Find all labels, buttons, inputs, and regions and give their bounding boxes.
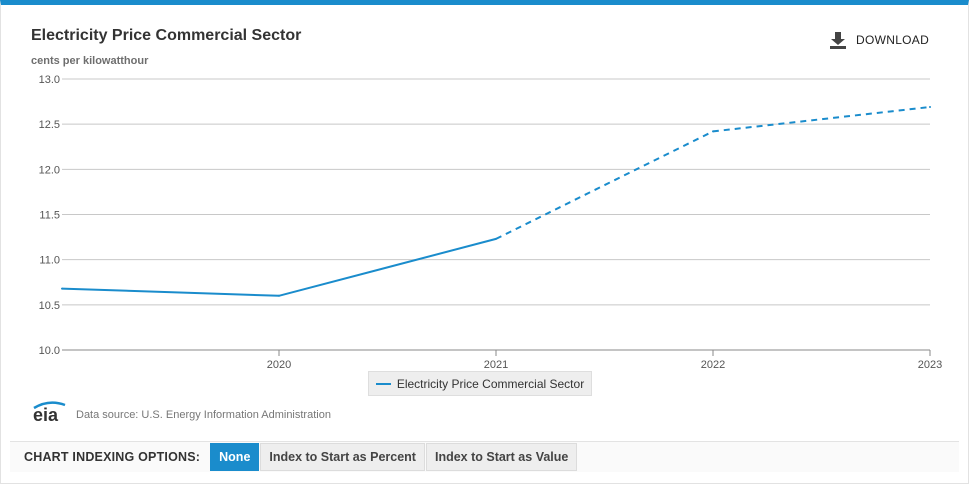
y-tick-label: 11.0	[39, 255, 60, 267]
indexing-label: CHART INDEXING OPTIONS:	[24, 450, 201, 464]
x-tick-label: 2021	[484, 359, 508, 371]
data-point[interactable]	[929, 106, 931, 109]
gridlines	[62, 78, 930, 351]
chart-title: Electricity Price Commercial Sector	[31, 27, 302, 44]
series-lines	[61, 106, 931, 297]
legend-item[interactable]: Electricity Price Commercial Sector	[368, 371, 592, 396]
indexing-options-bar: CHART INDEXING OPTIONS: None Index to St…	[10, 441, 959, 472]
legend-swatch	[375, 382, 391, 385]
x-tick-label: 2020	[267, 359, 291, 371]
index-none-button[interactable]: None	[210, 443, 260, 471]
y-tick-label: 10.0	[39, 345, 60, 357]
eia-logo-text: eia	[33, 405, 59, 425]
download-label: DOWNLOAD	[856, 33, 930, 47]
y-tick-label: 11.5	[39, 210, 60, 222]
y-tick-label: 12.0	[39, 164, 60, 176]
data-source: Data source: U.S. Energy Information Adm…	[76, 409, 331, 421]
data-point[interactable]	[61, 287, 63, 290]
download-icon	[830, 32, 846, 49]
download-button[interactable]: DOWNLOAD	[829, 30, 929, 50]
index-value-button[interactable]: Index to Start as Value	[425, 443, 578, 471]
y-tick-label: 12.5	[39, 119, 60, 131]
y-tick-label: 10.5	[39, 300, 60, 312]
axis-ticks: 10.0 10.5 11.0 11.5 12.0 12.5 13.0 2020 2021 2022…	[39, 74, 943, 371]
chart-units: cents per kilowatthour	[31, 55, 149, 67]
x-tick-label: 2023	[918, 359, 942, 371]
data-point[interactable]	[278, 294, 280, 297]
line-chart: 10.0 10.5 11.0 11.5 12.0 12.5 13.0 2020 2021 2022…	[39, 74, 943, 371]
eia-logo: eia	[33, 401, 66, 425]
series-line-actual	[61, 237, 497, 297]
index-percent-button[interactable]: Index to Start as Percent	[260, 443, 425, 471]
y-tick-label: 13.0	[39, 74, 60, 86]
data-point[interactable]	[712, 130, 714, 133]
x-tick-label: 2022	[701, 359, 725, 371]
data-point[interactable]	[495, 237, 497, 240]
legend-label: Electricity Price Commercial Sector	[396, 376, 585, 391]
series-line-forecast	[495, 106, 931, 240]
